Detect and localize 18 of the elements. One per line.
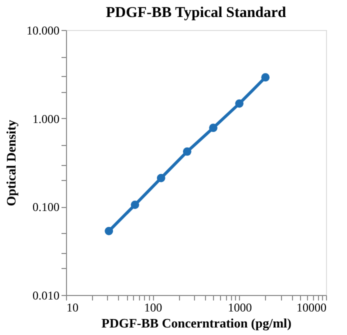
point [156,174,166,182]
point [235,99,244,108]
x-tick-label: 10000 [296,300,326,314]
x-tick-label: 10 [66,300,78,314]
point [209,124,218,132]
y-tick-label: 0.010 [32,288,60,302]
point [261,73,270,82]
y-tick-label: 10.000 [26,24,60,38]
y-axis-title: Optical Density [4,119,18,206]
x-tick-label: 100 [144,300,162,314]
point [130,200,140,209]
x-tick-label: 1000 [228,300,252,314]
point [104,226,114,236]
x-axis-title: PDGF-BB Concerntration (pg/ml) [102,316,292,330]
point [182,147,192,156]
y-tick-label: 1.000 [32,112,60,126]
y-tick-label: 0.100 [32,200,60,214]
chart-title: PDGF-BB Typical Standard [106,5,287,21]
